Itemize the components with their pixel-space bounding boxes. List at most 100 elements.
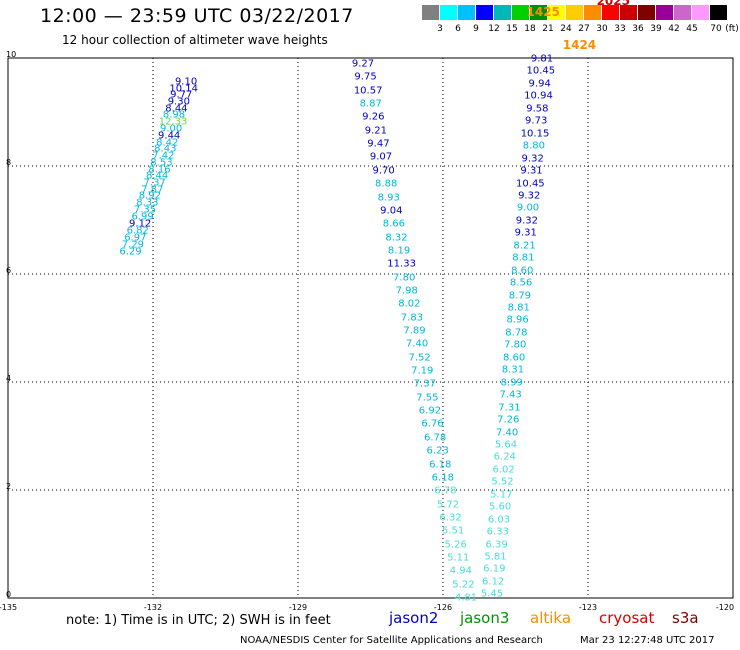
wave-height-value: 8.31 (501, 364, 525, 376)
y-tick-label: 10 (6, 50, 17, 59)
wave-height-value: 4.94 (449, 565, 472, 577)
wave-height-value: 8.44 (165, 103, 188, 115)
scale-label: 33 (614, 24, 626, 34)
scale-swatch (548, 5, 565, 20)
scale-swatch (494, 5, 511, 20)
y-tick-label: 2 (6, 482, 12, 491)
wave-height-value: 11.33 (387, 258, 416, 270)
plot-frame (7, 57, 734, 599)
wave-height-value: 8.93 (377, 192, 400, 203)
wave-height-value: 9.32 (518, 190, 541, 202)
y-tick-label: 6 (6, 266, 12, 275)
wave-height-value: 9.00 (159, 123, 183, 135)
y-tick-label: 0 (6, 590, 12, 599)
wave-height-value: 9.77 (170, 89, 193, 101)
wave-height-value: 6.19 (483, 563, 506, 575)
timestamp: Mar 23 12:27:48 UTC 2017 (580, 635, 715, 646)
wave-height-value: 9.04 (380, 205, 403, 217)
legend-s3a: s3a (672, 609, 699, 627)
scale-swatch (602, 5, 619, 20)
wave-height-value: 8.60 (511, 265, 534, 277)
wave-height-value: 7.19 (411, 365, 434, 377)
scale-swatch (620, 5, 637, 20)
legend-jason3: jason3 (460, 609, 510, 627)
wave-height-value: 9.31 (514, 227, 537, 239)
wave-height-value: 7.35 (133, 204, 157, 216)
x-tick-label: -132 (143, 603, 163, 612)
scale-label: 6 (455, 24, 461, 34)
wave-height-value: 5.17 (490, 489, 513, 501)
wave-height-value: 8.44 (145, 170, 169, 182)
wave-height-value: 10.14 (169, 83, 198, 95)
wave-height-value: 9.44 (158, 130, 181, 142)
y-tick-label: 4 (6, 374, 12, 383)
wave-height-value: 9.81 (530, 53, 554, 65)
wave-height-value: 8.98 (162, 109, 186, 121)
wave-height-value: 7.29 (121, 239, 145, 251)
wave-height-value: 9.94 (528, 78, 551, 90)
wave-height-value: 6.18 (429, 459, 452, 470)
wave-height-value: 10.45 (516, 178, 545, 189)
wave-height-value: 10.45 (526, 65, 556, 77)
wave-height-value: 7.26 (497, 414, 520, 426)
wave-height-value: 9.26 (362, 111, 385, 123)
wave-height-value: 6.78 (423, 432, 447, 444)
wave-height-value: 9.31 (520, 165, 543, 177)
scale-label: 15 (506, 24, 518, 34)
wave-height-value: 8.88 (375, 178, 398, 190)
wave-height-value: 5.45 (480, 588, 504, 600)
wave-height-value: 6.23 (426, 445, 449, 457)
wave-height-value: 7.37 (143, 177, 166, 189)
scale-swatch (566, 5, 583, 20)
wave-height-value: 9.47 (367, 138, 390, 150)
wave-height-value: 7.52 (408, 352, 431, 364)
wave-height-value: 6.02 (492, 464, 515, 476)
wave-height-value: 6.99 (131, 211, 154, 223)
wave-height-value: 7.40 (495, 427, 519, 438)
scale-label: 3 (437, 24, 443, 34)
scale-unit: (ft) (725, 24, 739, 34)
wave-height-value: 8.78 (505, 327, 528, 339)
scale-label: 24 (560, 24, 572, 34)
scale-swatch (476, 5, 493, 20)
wave-height-value: 7.37 (413, 378, 436, 390)
footer-credit: NOAA/NESDIS Center for Satellite Applica… (240, 635, 543, 646)
wave-height-value: 6.32 (439, 512, 462, 524)
wave-height-value: 10.57 (353, 85, 383, 97)
note-text: note: 1) Time is in UTC; 2) SWH is in fe… (66, 613, 331, 628)
map-title: 12:00 — 23:59 UTC 03/22/2017 (40, 5, 354, 27)
wave-height-value: 6.24 (493, 451, 516, 463)
x-tick-label: -129 (288, 603, 308, 612)
wave-height-value: 9.73 (525, 115, 548, 127)
scale-swatch (674, 5, 691, 20)
scale-swatch (656, 5, 673, 20)
wave-height-value: 6.78 (434, 485, 457, 497)
pass-label: 2025 (596, 0, 630, 8)
wave-height-value: 8.99 (500, 377, 523, 389)
wave-height-value: 9.58 (526, 103, 549, 115)
scale-label: 70 (710, 24, 722, 34)
x-tick-label: -120 (715, 603, 735, 612)
wave-height-value: 6.33 (486, 526, 509, 538)
wave-height-value: 8.21 (513, 240, 536, 252)
wave-height-value: 8.79 (508, 290, 532, 302)
wave-height-value: 8.80 (522, 140, 545, 152)
wave-height-value: 9.07 (369, 151, 393, 163)
wave-height-value: 8.66 (382, 218, 406, 230)
scale-swatch (584, 5, 601, 20)
wave-height-value: 8.02 (398, 298, 421, 310)
wave-height-value: 6.39 (485, 539, 508, 551)
wave-height-value: 5.11 (447, 552, 470, 564)
pass-label: 1425 (526, 4, 560, 19)
wave-height-value: 6.12 (482, 576, 505, 588)
scale-label: 27 (578, 24, 590, 34)
wave-height-value: 8.56 (509, 277, 533, 289)
wave-height-value: 8.16 (148, 164, 171, 176)
wave-height-value: 9.00 (516, 202, 540, 214)
wave-height-value: 6.92 (418, 405, 442, 417)
wave-height-value: 9.75 (354, 71, 377, 83)
wave-height-value: 8.43 (154, 143, 177, 155)
scale-swatch (710, 5, 727, 20)
legend-cryosat: cryosat (599, 609, 655, 627)
